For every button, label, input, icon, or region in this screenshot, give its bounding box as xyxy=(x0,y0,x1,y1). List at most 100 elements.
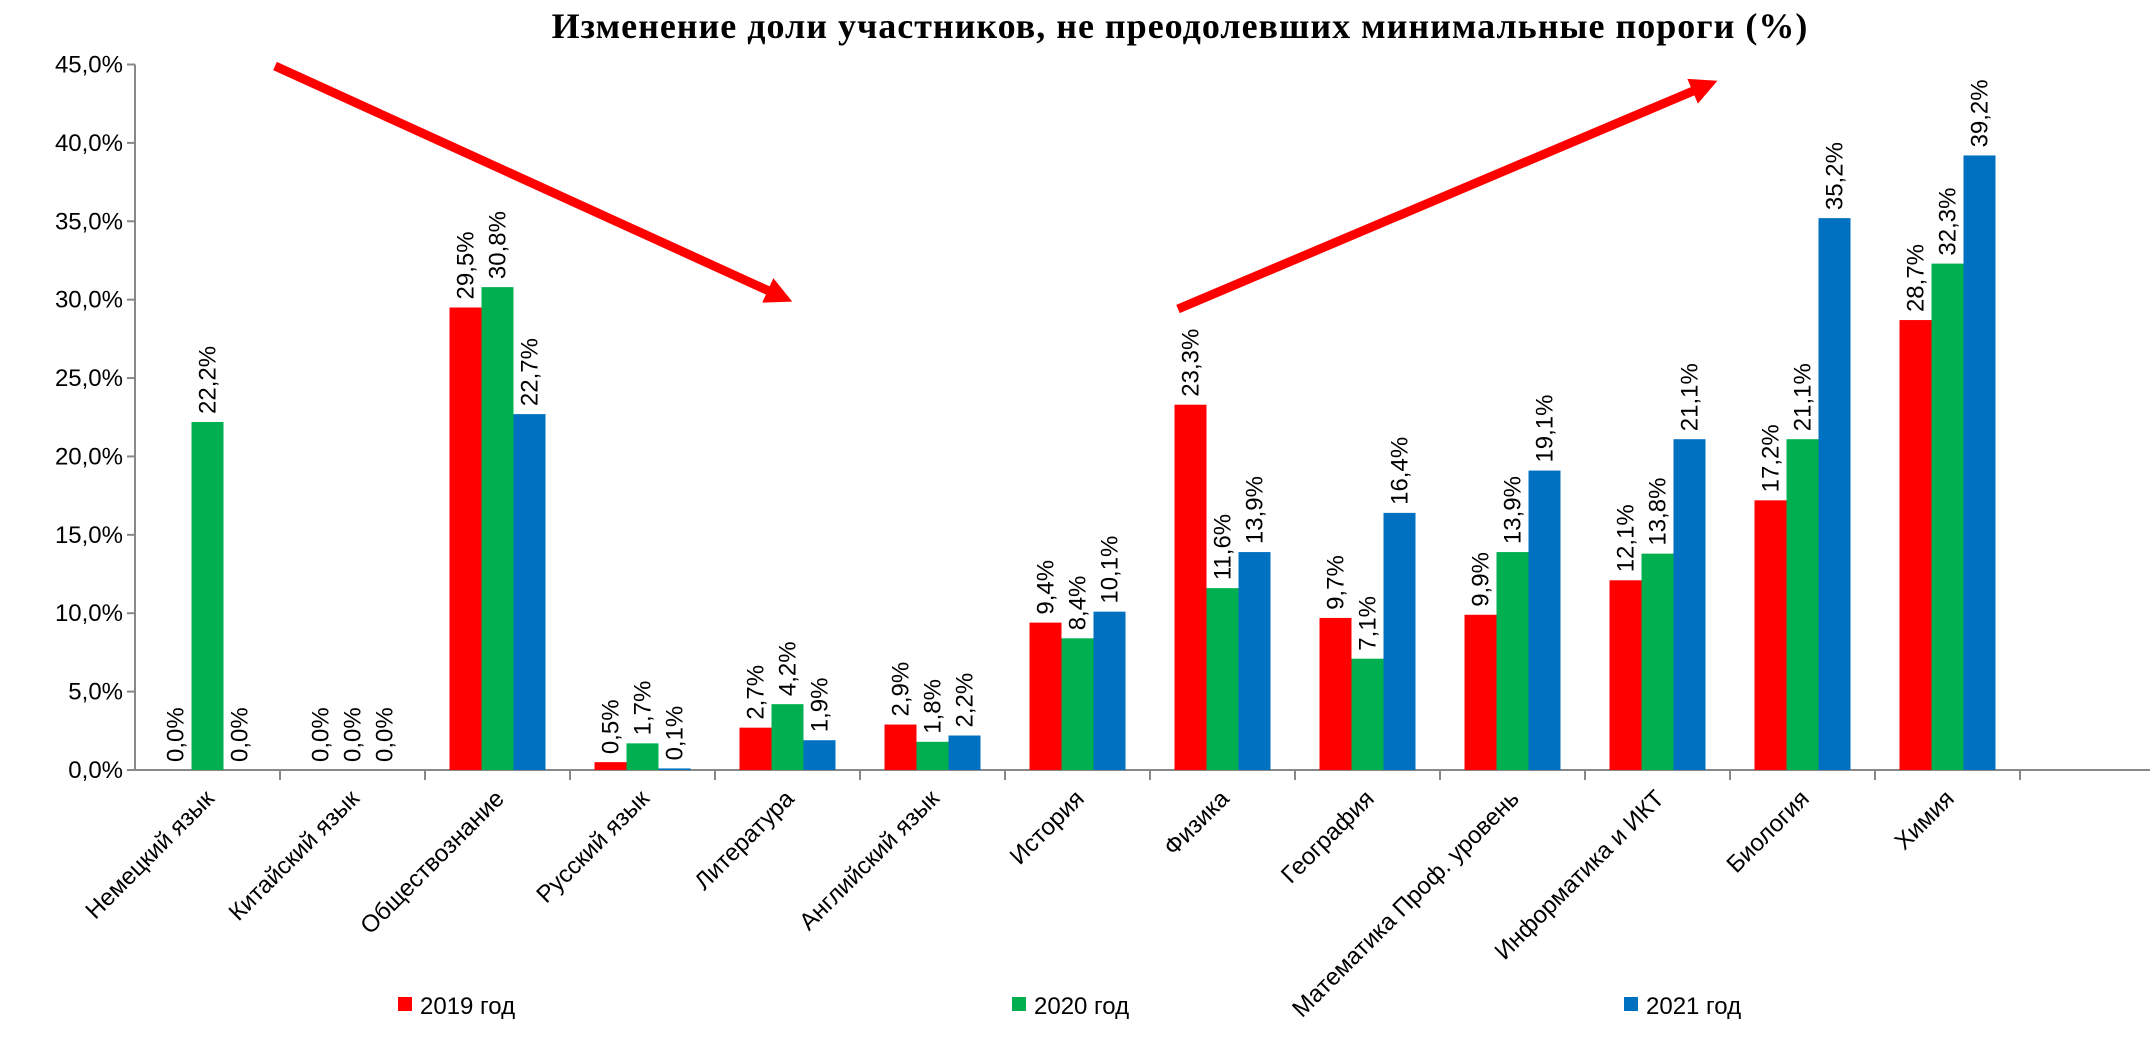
y-tick-label: 25,0% xyxy=(55,365,123,392)
bar xyxy=(1319,617,1352,770)
legend-label: 2021 год xyxy=(1646,993,1741,1020)
bar xyxy=(739,727,772,770)
value-label: 7,1% xyxy=(1355,596,1382,651)
value-label: 22,2% xyxy=(195,346,222,414)
y-tick-label: 20,0% xyxy=(55,443,123,470)
x-tick-label: Биология xyxy=(1722,785,1815,878)
value-label: 0,0% xyxy=(308,707,335,762)
bar xyxy=(1029,622,1062,770)
x-tick-label: Китайский язык xyxy=(224,785,365,926)
x-tick-label: Физика xyxy=(1159,785,1235,861)
bar xyxy=(884,724,917,770)
bar xyxy=(1786,439,1819,770)
bar xyxy=(1963,155,1996,771)
value-label: 2,7% xyxy=(743,665,770,720)
x-tick-label: Математика Проф. уровень xyxy=(1287,785,1525,1023)
value-label: 0,1% xyxy=(662,706,689,761)
x-tick-label: Обществознание xyxy=(355,785,509,939)
x-tick-label: Немецкий язык xyxy=(80,785,220,925)
value-label: 0,0% xyxy=(372,707,399,762)
bar xyxy=(1673,439,1706,770)
value-label: 4,2% xyxy=(775,641,802,696)
value-label: 10,1% xyxy=(1097,536,1124,604)
y-tick-label: 40,0% xyxy=(55,130,123,157)
value-label: 11,6% xyxy=(1210,514,1237,580)
value-label: 12,1% xyxy=(1613,504,1640,572)
bar xyxy=(1609,580,1642,770)
legend-swatch xyxy=(1012,997,1026,1011)
chart-title: Изменение доли участников, не преодолевш… xyxy=(552,6,1809,46)
y-tick-label: 45,0% xyxy=(55,52,123,79)
value-label: 13,8% xyxy=(1645,478,1672,546)
bar xyxy=(594,762,627,770)
value-label: 0,0% xyxy=(227,707,254,762)
value-label: 13,9% xyxy=(1500,476,1527,544)
y-tick-label: 30,0% xyxy=(55,287,123,314)
y-tick-label: 15,0% xyxy=(55,522,123,549)
value-label: 29,5% xyxy=(453,231,480,299)
value-label: 9,9% xyxy=(1468,552,1495,607)
value-label: 0,5% xyxy=(598,699,625,754)
bar xyxy=(1464,614,1497,770)
bar xyxy=(1174,404,1207,770)
value-label: 2,9% xyxy=(888,662,915,717)
value-label: 21,1% xyxy=(1790,363,1817,431)
bar xyxy=(1061,638,1094,770)
bar xyxy=(803,740,836,770)
y-tick-label: 0,0% xyxy=(68,757,123,784)
legend-swatch xyxy=(1624,997,1638,1011)
value-label: 19,1% xyxy=(1532,394,1559,462)
value-label: 21,1% xyxy=(1677,363,1704,431)
bar xyxy=(481,287,514,770)
bar xyxy=(449,307,482,770)
bar xyxy=(1754,500,1787,770)
value-label: 9,7% xyxy=(1323,555,1350,610)
bar xyxy=(658,768,691,770)
value-label: 0,0% xyxy=(340,707,367,762)
y-tick-label: 35,0% xyxy=(55,208,123,235)
bar xyxy=(771,704,804,770)
bar xyxy=(191,421,224,770)
x-tick-label: Литература xyxy=(689,785,800,896)
value-label: 22,7% xyxy=(517,338,544,406)
bar xyxy=(1351,658,1384,770)
legend-swatch xyxy=(398,997,412,1011)
value-label: 8,4% xyxy=(1065,576,1092,631)
x-tick-label: Английский язык xyxy=(794,785,945,936)
value-label: 28,7% xyxy=(1903,244,1930,312)
bar xyxy=(916,741,949,770)
value-label: 2,2% xyxy=(952,673,979,728)
bar xyxy=(626,743,659,770)
value-label: 39,2% xyxy=(1967,79,1994,147)
value-label: 23,3% xyxy=(1178,329,1205,397)
trend-arrow xyxy=(273,61,793,303)
bar xyxy=(1528,470,1561,770)
value-label: 1,7% xyxy=(630,681,657,736)
legend-label: 2019 год xyxy=(420,993,515,1020)
value-label: 9,4% xyxy=(1033,560,1060,615)
bar xyxy=(513,414,546,770)
value-label: 30,8% xyxy=(485,211,512,279)
value-label: 1,8% xyxy=(920,679,947,734)
value-label: 32,3% xyxy=(1935,188,1962,256)
bar xyxy=(1899,320,1932,770)
bar xyxy=(1641,553,1674,770)
x-tick-label: История xyxy=(1005,785,1090,870)
x-tick-label: Русский язык xyxy=(531,785,655,909)
bar xyxy=(1206,588,1239,770)
y-tick-label: 10,0% xyxy=(55,600,123,627)
bar xyxy=(1818,218,1851,771)
value-label: 16,4% xyxy=(1387,437,1414,505)
value-label: 1,9% xyxy=(807,678,834,733)
value-label: 0,0% xyxy=(163,707,190,762)
trend-arrow xyxy=(1176,78,1718,314)
bar xyxy=(1931,263,1964,770)
value-label: 13,9% xyxy=(1242,476,1269,544)
y-tick-label: 5,0% xyxy=(68,679,123,706)
bar xyxy=(948,735,981,770)
value-label: 35,2% xyxy=(1822,142,1849,210)
bar xyxy=(1238,552,1271,770)
bar xyxy=(1496,552,1529,770)
bar xyxy=(1093,611,1126,770)
